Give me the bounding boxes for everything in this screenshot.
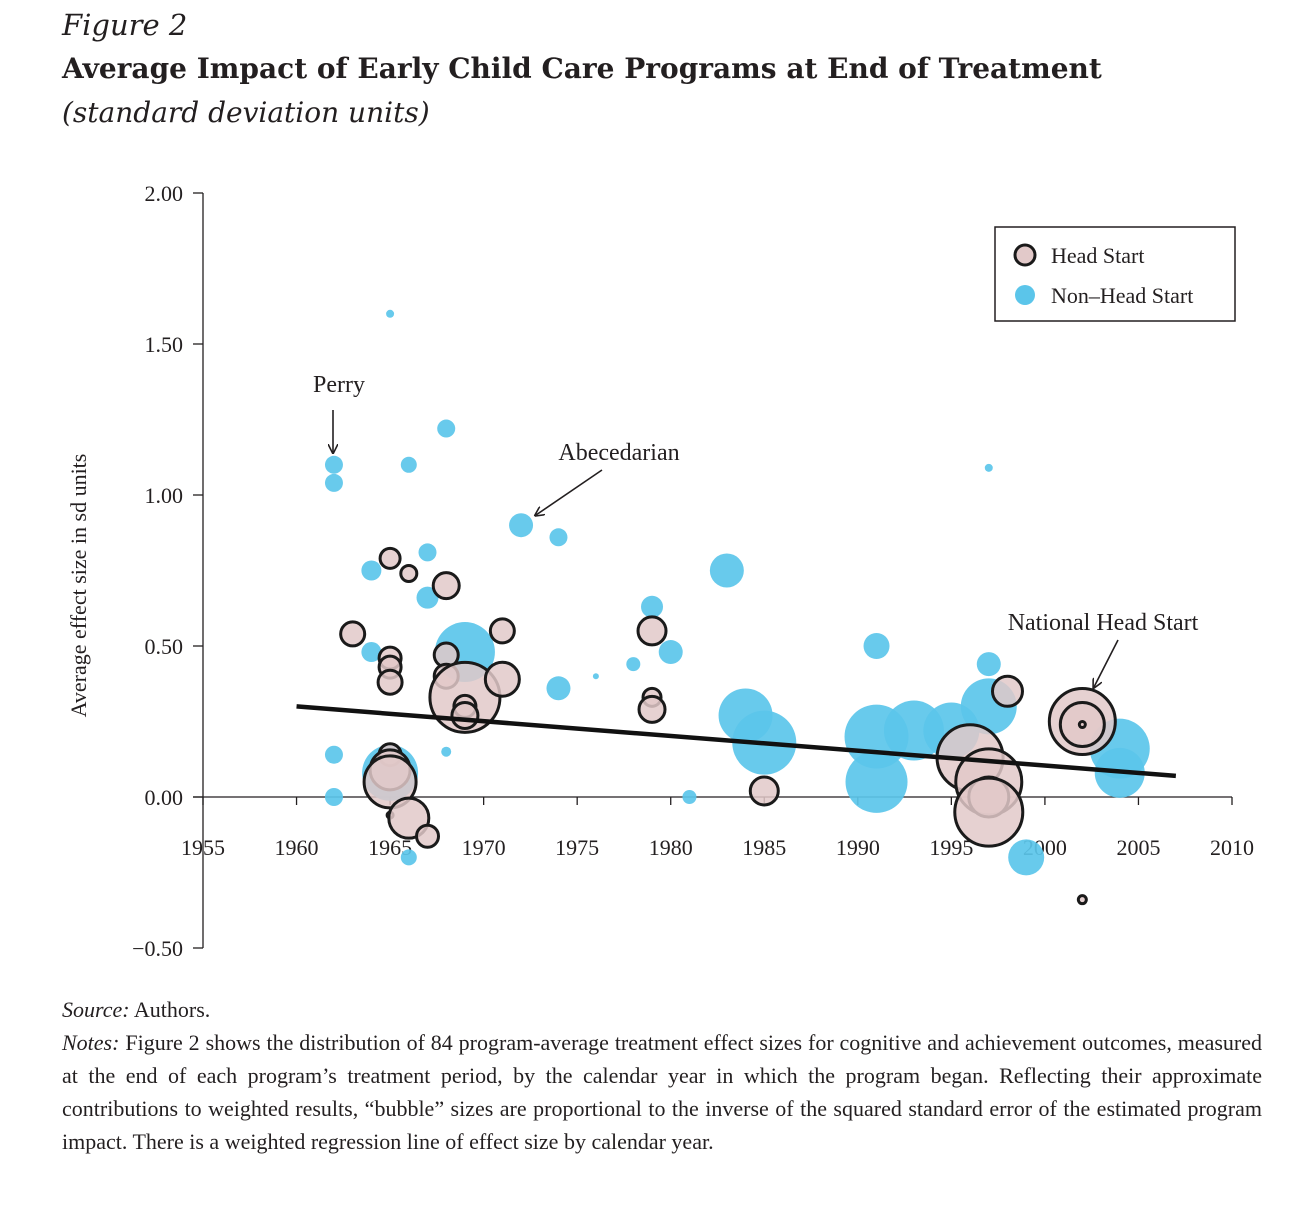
non-head-start-bubble xyxy=(324,473,343,492)
non-head-start-bubble xyxy=(400,849,417,866)
x-tick-label: 1960 xyxy=(275,835,319,860)
non-head-start-bubble xyxy=(400,456,417,473)
non-head-start-bubble xyxy=(592,673,599,680)
head-start-bubble xyxy=(1076,894,1088,906)
head-start-bubble xyxy=(415,823,441,849)
non-head-start-bubble xyxy=(324,455,343,474)
head-start-bubble xyxy=(637,694,667,724)
non-head-start-bubble xyxy=(682,790,697,804)
x-tick-label: 1975 xyxy=(555,835,599,860)
figure-title: Average Impact of Early Child Care Progr… xyxy=(62,52,1102,85)
source-label: Source: xyxy=(62,997,130,1022)
legend-head-start-swatch xyxy=(1013,243,1037,267)
non-head-start-bubble xyxy=(416,586,439,609)
figure-notes: Source: Authors. Notes: Figure 2 shows t… xyxy=(62,993,1262,1158)
non-head-start-bubble xyxy=(418,543,437,562)
non-head-start-bubble xyxy=(1008,839,1045,876)
x-tick-label: 1970 xyxy=(462,835,506,860)
legend-non-head-start-swatch xyxy=(1015,285,1035,305)
non-head-start-bubble xyxy=(976,652,1001,677)
head-start-bubble xyxy=(483,660,521,698)
non-head-start-bubble xyxy=(984,463,993,472)
regression-line xyxy=(296,704,1177,779)
notes-label: Notes: xyxy=(62,1030,120,1055)
head-start-bubble xyxy=(339,620,367,648)
non-head-start-bubble xyxy=(641,595,664,618)
non-head-start-bubble xyxy=(324,788,343,806)
y-tick-label: 0.50 xyxy=(145,634,184,659)
non-head-start-bubble xyxy=(845,750,908,813)
x-tick-label: 2010 xyxy=(1210,835,1254,860)
y-tick-label: −0.50 xyxy=(132,936,183,961)
notes-paragraph: Notes: Figure 2 shows the distribution o… xyxy=(62,1026,1262,1158)
annotation-label: Perry xyxy=(313,372,365,398)
non-head-start-bubble xyxy=(437,419,456,438)
y-axis-title: Average effect size in sd units xyxy=(66,454,91,718)
non-head-start-bubble xyxy=(509,513,534,538)
x-tick-label: 1990 xyxy=(836,835,880,860)
non-head-start-bubble xyxy=(361,560,382,581)
x-tick-label: 2005 xyxy=(1116,835,1160,860)
non-head-start-bubble xyxy=(863,633,890,659)
x-tick-label: 1955 xyxy=(181,835,225,860)
head-start-bubble xyxy=(378,546,402,570)
head-start-bubble xyxy=(399,564,419,584)
x-tick-label: 1985 xyxy=(742,835,786,860)
head-start-bubble xyxy=(636,615,668,647)
notes-text: Figure 2 shows the distribution of 84 pr… xyxy=(62,1030,1262,1154)
annotation-label: Abecedarian xyxy=(558,440,679,466)
head-start-series xyxy=(339,546,1117,906)
figure-subtitle: (standard deviation units) xyxy=(62,96,430,129)
head-start-bubble xyxy=(953,776,1025,848)
source-text: Authors. xyxy=(129,997,211,1022)
annotation-arrow xyxy=(1094,639,1119,687)
head-start-bubble xyxy=(1077,720,1087,730)
annotations: Perry Abecedarian National Head Start xyxy=(313,372,1199,687)
figure-label: Figure 2 xyxy=(62,8,188,42)
head-start-bubble xyxy=(431,571,461,601)
y-tick-label: 1.50 xyxy=(145,332,184,357)
non-head-start-bubble xyxy=(626,657,641,672)
x-tick-label: 1980 xyxy=(649,835,693,860)
y-tick-label: 0.00 xyxy=(145,785,184,810)
legend-box xyxy=(994,226,1236,322)
non-head-start-bubble xyxy=(441,746,452,757)
non-head-start-bubble xyxy=(549,528,568,547)
head-start-bubble xyxy=(748,775,780,807)
legend: Head Start Non–Head Start xyxy=(994,226,1236,322)
head-start-bubble xyxy=(990,674,1024,708)
non-head-start-bubble xyxy=(324,745,343,764)
head-start-bubble xyxy=(376,668,404,696)
non-head-start-bubble xyxy=(546,676,571,701)
non-head-start-bubble xyxy=(658,640,683,665)
legend-non-head-start-label: Non–Head Start xyxy=(1051,283,1193,308)
head-start-bubble xyxy=(488,617,516,645)
regression-layer xyxy=(296,704,1177,779)
non-head-start-bubble xyxy=(709,553,744,588)
y-tick-label: 2.00 xyxy=(145,181,184,206)
annotation-arrow xyxy=(536,469,603,515)
source-line: Source: Authors. xyxy=(62,993,1262,1026)
y-tick-label: 1.00 xyxy=(145,483,184,508)
legend-head-start-label: Head Start xyxy=(1051,243,1144,268)
annotation-label: National Head Start xyxy=(1008,610,1199,636)
non-head-start-bubble xyxy=(386,309,395,318)
non-head-start-bubble xyxy=(361,642,382,663)
head-start-bubble xyxy=(450,700,480,730)
